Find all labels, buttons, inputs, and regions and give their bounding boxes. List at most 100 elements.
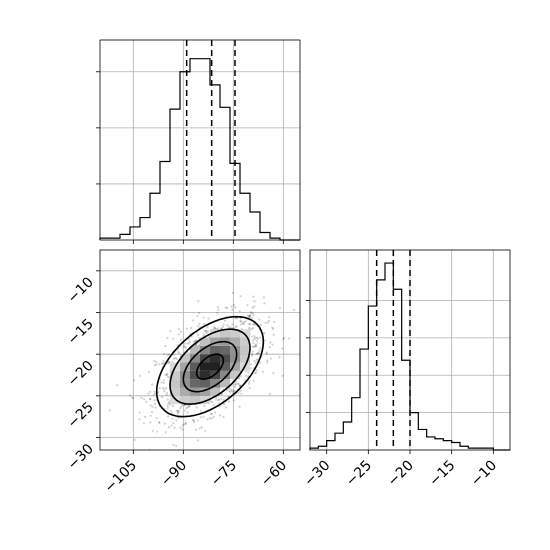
scatter-point bbox=[224, 306, 227, 309]
density-bin bbox=[230, 329, 240, 338]
scatter-point bbox=[170, 424, 173, 427]
scatter-point bbox=[198, 343, 201, 346]
density-bin bbox=[220, 370, 230, 380]
scatter-point bbox=[158, 421, 161, 424]
scatter-point bbox=[293, 308, 296, 312]
top-left-panel bbox=[96, 39, 301, 244]
scatter-point bbox=[255, 340, 258, 343]
bottom-left-ytick-label: −10 bbox=[65, 274, 97, 306]
scatter-point bbox=[175, 444, 178, 448]
scatter-point bbox=[255, 343, 258, 346]
scatter-point bbox=[239, 295, 242, 298]
scatter-point bbox=[171, 404, 175, 408]
scatter-point bbox=[167, 402, 170, 405]
scatter-point bbox=[203, 429, 207, 432]
scatter-point bbox=[251, 306, 254, 309]
scatter-point bbox=[255, 345, 258, 348]
scatter-point bbox=[166, 362, 169, 365]
scatter-point bbox=[155, 363, 158, 366]
density-bin bbox=[210, 337, 220, 346]
scatter-point bbox=[272, 333, 275, 336]
scatter-point bbox=[196, 314, 199, 318]
scatter-point bbox=[192, 340, 195, 343]
scatter-point bbox=[228, 389, 231, 393]
scatter-point bbox=[140, 396, 143, 399]
scatter-point bbox=[184, 346, 188, 350]
scatter-point bbox=[266, 321, 270, 324]
scatter-point bbox=[256, 336, 259, 339]
scatter-point bbox=[239, 389, 242, 392]
scatter-point bbox=[153, 359, 156, 363]
scatter-point bbox=[187, 342, 191, 345]
scatter-point bbox=[263, 339, 267, 342]
scatter-point bbox=[281, 347, 284, 350]
density-bin bbox=[200, 345, 210, 355]
scatter-point bbox=[253, 359, 256, 363]
scatter-point bbox=[210, 417, 213, 420]
scatter-point bbox=[150, 411, 154, 414]
scatter-point bbox=[254, 345, 257, 348]
scatter-point bbox=[185, 406, 188, 410]
scatter-point bbox=[152, 393, 156, 396]
scatter-point bbox=[164, 373, 168, 376]
density-bin bbox=[200, 337, 210, 346]
scatter-point bbox=[153, 399, 156, 402]
scatter-point bbox=[225, 306, 229, 310]
scatter-point bbox=[237, 382, 240, 386]
density-bin bbox=[190, 370, 200, 380]
scatter-point bbox=[271, 327, 275, 330]
scatter-point bbox=[265, 352, 269, 355]
scatter-point bbox=[174, 356, 177, 360]
scatter-point bbox=[184, 422, 187, 425]
scatter-point bbox=[242, 322, 245, 326]
density-bin bbox=[190, 354, 200, 363]
scatter-point bbox=[177, 409, 180, 413]
density-bin bbox=[220, 354, 230, 363]
scatter-point bbox=[209, 412, 212, 416]
scatter-point bbox=[240, 320, 243, 323]
scatter-point bbox=[190, 326, 193, 330]
scatter-point bbox=[238, 405, 241, 408]
scatter-point bbox=[258, 318, 261, 321]
scatter-point bbox=[155, 416, 158, 420]
scatter-point bbox=[242, 320, 246, 324]
scatter-point bbox=[216, 327, 219, 330]
density-bin bbox=[190, 395, 200, 405]
scatter-point bbox=[144, 415, 147, 419]
scatter-point bbox=[203, 329, 206, 333]
scatter-point bbox=[218, 414, 222, 417]
density-bin bbox=[240, 337, 250, 346]
scatter-point bbox=[202, 316, 205, 319]
scatter-point bbox=[160, 362, 164, 365]
scatter-point bbox=[177, 350, 180, 353]
scatter-point bbox=[163, 352, 166, 356]
bottom-left-frame bbox=[99, 249, 301, 451]
scatter-point bbox=[282, 336, 286, 340]
scatter-point bbox=[282, 337, 285, 341]
scatter-point bbox=[249, 311, 252, 314]
bottom-left-xtick-label: −90 bbox=[158, 458, 190, 490]
scatter-point bbox=[179, 426, 182, 429]
scatter-point bbox=[155, 360, 158, 364]
scatter-point bbox=[166, 372, 169, 376]
scatter-point bbox=[266, 361, 269, 364]
scatter-point bbox=[234, 383, 237, 386]
density-bin bbox=[210, 379, 220, 388]
density-bin bbox=[230, 345, 240, 355]
scatter-point bbox=[252, 295, 255, 298]
density-bin bbox=[170, 395, 180, 405]
scatter-point bbox=[266, 359, 269, 362]
scatter-point bbox=[248, 315, 251, 318]
scatter-point bbox=[165, 391, 169, 395]
density-bin bbox=[180, 387, 190, 396]
scatter-point bbox=[252, 326, 255, 330]
scatter-point bbox=[193, 420, 196, 424]
scatter-point bbox=[213, 326, 216, 330]
scatter-point bbox=[206, 326, 209, 329]
scatter-point bbox=[255, 371, 258, 374]
scatter-point bbox=[180, 405, 183, 408]
scatter-point bbox=[168, 360, 171, 364]
scatter-point bbox=[208, 417, 211, 420]
bottom-left-panel: −105 −90 −75 −60 −30 −25 −20 −15 −10 bbox=[65, 249, 301, 496]
